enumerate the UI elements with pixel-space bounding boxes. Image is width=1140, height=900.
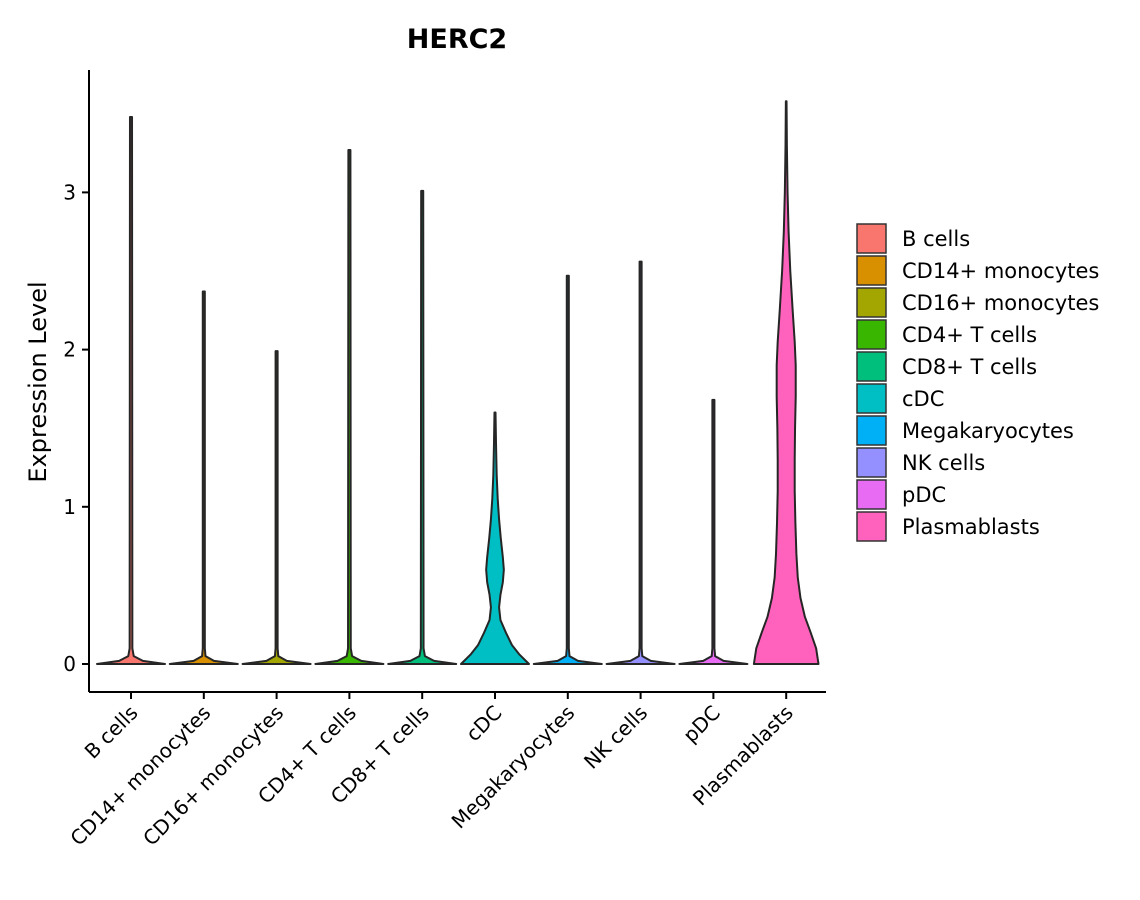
x-tick-label-nk-cells: NK cells	[579, 701, 652, 774]
legend-key-cd8-plus-t-cells	[856, 351, 887, 382]
legend-label-cd8-plus-t-cells: CD8+ T cells	[902, 355, 1037, 379]
legend-label-cdc: cDC	[902, 387, 944, 411]
legend-key-cd14-plus-monocytes	[856, 255, 887, 286]
violin-nk-cells	[605, 260, 676, 665]
legend-key-nk-cells	[856, 447, 887, 478]
violin-plasmablasts	[752, 100, 820, 665]
legend-key-pdc	[856, 479, 887, 510]
legend-key-b-cells	[856, 223, 887, 254]
legend-key-plasmablasts	[856, 511, 887, 542]
legend-label-cd4-plus-t-cells: CD4+ T cells	[902, 323, 1037, 347]
chart-title: HERC2	[407, 24, 507, 55]
y-tick-label-2: 2	[63, 338, 76, 362]
y-tick-label-1: 1	[63, 495, 76, 519]
legend-label-megakaryocytes: Megakaryocytes	[902, 419, 1074, 443]
legend-label-plasmablasts: Plasmablasts	[902, 515, 1040, 539]
violin-cd14-plus-monocytes	[168, 290, 239, 665]
legend-key-cd16-plus-monocytes	[856, 287, 887, 318]
violin-cd4-plus-t-cells	[314, 148, 385, 665]
legend-label-cd14-plus-monocytes: CD14+ monocytes	[902, 259, 1099, 283]
legend-label-b-cells: B cells	[902, 227, 970, 251]
violin-megakaryocytes	[532, 274, 603, 665]
legend-key-cdc	[856, 383, 887, 414]
legend-key-megakaryocytes	[856, 415, 887, 446]
violin-b-cells	[96, 115, 166, 665]
violin-cdc	[460, 411, 530, 665]
legend: B cells CD14+ monocytes CD16+ monocytes CD4…	[856, 223, 1099, 542]
x-tick-label-b-cells: B cells	[80, 701, 143, 764]
legend-label-cd16-plus-monocytes: CD16+ monocytes	[902, 291, 1099, 315]
x-tick-label-cd16-plus-monocytes: CD16+ monocytes	[138, 701, 288, 851]
y-tick-label-0: 0	[63, 652, 76, 676]
violin-layer	[96, 100, 820, 665]
y-axis-label: Expression Level	[24, 281, 52, 482]
x-tick-label-cdc: cDC	[461, 701, 507, 747]
violin-pdc	[678, 398, 749, 665]
y-tick-label-3: 3	[63, 180, 76, 204]
x-tick-label-pdc: pDC	[678, 701, 725, 748]
violin-cd16-plus-monocytes	[241, 350, 312, 665]
legend-label-nk-cells: NK cells	[902, 451, 985, 475]
x-tick-label-megakaryocytes: Megakaryocytes	[447, 701, 580, 834]
legend-label-pdc: pDC	[902, 483, 946, 507]
legend-key-cd4-plus-t-cells	[856, 319, 887, 350]
x-tick-label-cd14-plus-monocytes: CD14+ monocytes	[65, 701, 215, 851]
violin-cd8-plus-t-cells	[387, 189, 458, 665]
